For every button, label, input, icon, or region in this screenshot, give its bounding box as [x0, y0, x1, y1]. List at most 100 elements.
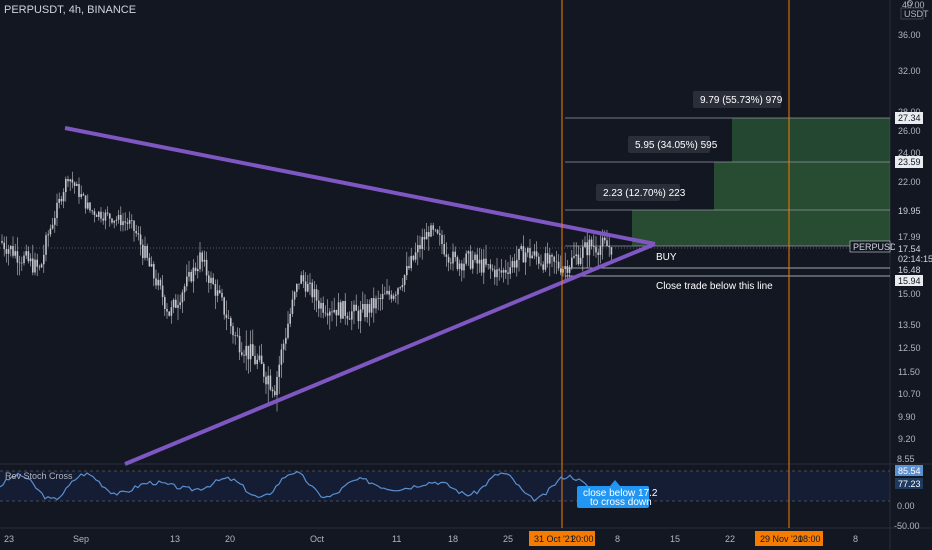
price-tag-current: 17.54 02:14:15 — [895, 243, 932, 264]
date-axis[interactable]: 23 Sep 13 20 Oct 11 18 25 8 15 22 8 31 O… — [4, 531, 858, 546]
candle-body — [265, 376, 267, 385]
price-tick-label: 24.00 — [898, 148, 921, 158]
candle-body — [38, 266, 41, 268]
candle-body — [485, 258, 487, 265]
candle-body — [381, 293, 384, 300]
candle-body — [454, 251, 456, 258]
price-tick-top: 40.00 — [902, 0, 925, 10]
candle-body — [403, 275, 406, 285]
candle-body — [159, 279, 162, 286]
candle-body — [326, 313, 329, 316]
svg-text:close below 17.2: close below 17.2 — [583, 488, 658, 499]
candle-body — [606, 240, 608, 247]
candle-body — [117, 214, 120, 220]
date-highlight-2: 29 Nov '21 08:00 — [755, 531, 823, 546]
candle-body — [533, 251, 536, 256]
price-tag-23: 23.59 — [895, 156, 923, 168]
svg-text:PERPUSDT: PERPUSDT — [853, 242, 903, 252]
candle-body — [10, 246, 12, 250]
candle-body — [170, 307, 173, 316]
candle-body — [511, 261, 514, 268]
indicator-tick-low: -50.00 — [894, 521, 920, 531]
candle-body — [34, 259, 36, 273]
candle-body — [318, 300, 320, 309]
candle-body — [608, 246, 610, 248]
candle-body — [395, 294, 397, 296]
candle-body — [62, 192, 65, 202]
candle-body — [120, 214, 122, 226]
candle-body — [527, 248, 529, 253]
candle-body — [186, 276, 188, 287]
price-tick-label: 9.20 — [898, 434, 916, 444]
candle-body — [348, 318, 351, 320]
candle-body — [425, 232, 428, 240]
candle-body — [465, 253, 467, 264]
candle-body — [500, 270, 503, 273]
candle-body — [260, 355, 263, 364]
gear-icon[interactable] — [907, 0, 913, 6]
candle-body — [478, 259, 481, 264]
candle-body — [544, 253, 547, 270]
candle-body — [540, 263, 542, 265]
date-label: 20 — [225, 534, 235, 544]
candle-body — [390, 294, 393, 299]
candle-body — [476, 254, 478, 264]
target-label-2: 5.95 (34.05%) 595 — [628, 136, 718, 153]
candle-body — [199, 252, 201, 270]
candle-body — [480, 259, 483, 273]
candle-body — [505, 270, 507, 273]
candle-body — [571, 257, 573, 268]
indicator-badge-low: 77.23 — [898, 479, 921, 489]
triangle-pattern[interactable] — [64, 126, 656, 466]
candle-body — [5, 249, 8, 254]
candle-body — [87, 202, 89, 209]
candle-body — [84, 195, 87, 209]
candle-body — [366, 304, 368, 318]
target-label-1: 2.23 (12.70%) 223 — [596, 184, 686, 201]
target-label-1-text: 2.23 (12.70%) 223 — [603, 188, 686, 199]
candle-body — [241, 352, 243, 355]
candle-body — [144, 245, 146, 259]
candle-body — [597, 252, 599, 255]
candle-body — [274, 391, 276, 396]
date-label: 13 — [170, 534, 180, 544]
candle-body — [98, 211, 100, 217]
indicator-pane[interactable]: Rev Stoch Cross 8.55 0.00 -50.00 85.54 7… — [0, 454, 923, 531]
candle-body — [331, 311, 333, 313]
stoch-line — [0, 470, 613, 502]
candle-body — [54, 218, 56, 225]
candle-body — [128, 220, 131, 224]
candle-body — [553, 256, 555, 262]
candle-body — [509, 267, 511, 274]
candle-body — [104, 212, 107, 221]
candle-body — [212, 277, 214, 285]
candle-body — [276, 376, 278, 396]
candle-body — [329, 311, 331, 316]
svg-text:02:14:15: 02:14:15 — [898, 254, 932, 264]
triangle-lower-line[interactable] — [124, 242, 656, 466]
svg-text:15.94: 15.94 — [898, 276, 921, 286]
candle-body — [340, 302, 342, 319]
candle-body — [392, 295, 395, 299]
candle-body — [522, 246, 525, 263]
candle-body — [458, 263, 461, 270]
triangle-upper-line[interactable] — [64, 126, 656, 246]
price-tick-label: 11.50 — [898, 367, 920, 377]
candle-body — [456, 257, 459, 270]
candle-body — [51, 224, 54, 229]
candle-body — [14, 251, 16, 256]
candle-body — [410, 255, 412, 269]
candle-body — [43, 254, 45, 265]
candle-body — [412, 255, 415, 260]
candle-body — [487, 264, 489, 265]
candle-body — [375, 298, 377, 309]
candle-body — [73, 182, 76, 186]
svg-text:19.95: 19.95 — [898, 206, 921, 216]
price-axis[interactable]: 36.0032.0028.0026.0024.0022.0019.9517.99… — [898, 30, 921, 444]
candle-body — [564, 266, 566, 270]
candle-body — [443, 244, 445, 255]
candle-body — [601, 237, 604, 247]
candle-body — [82, 194, 85, 196]
candle-body — [577, 254, 580, 265]
